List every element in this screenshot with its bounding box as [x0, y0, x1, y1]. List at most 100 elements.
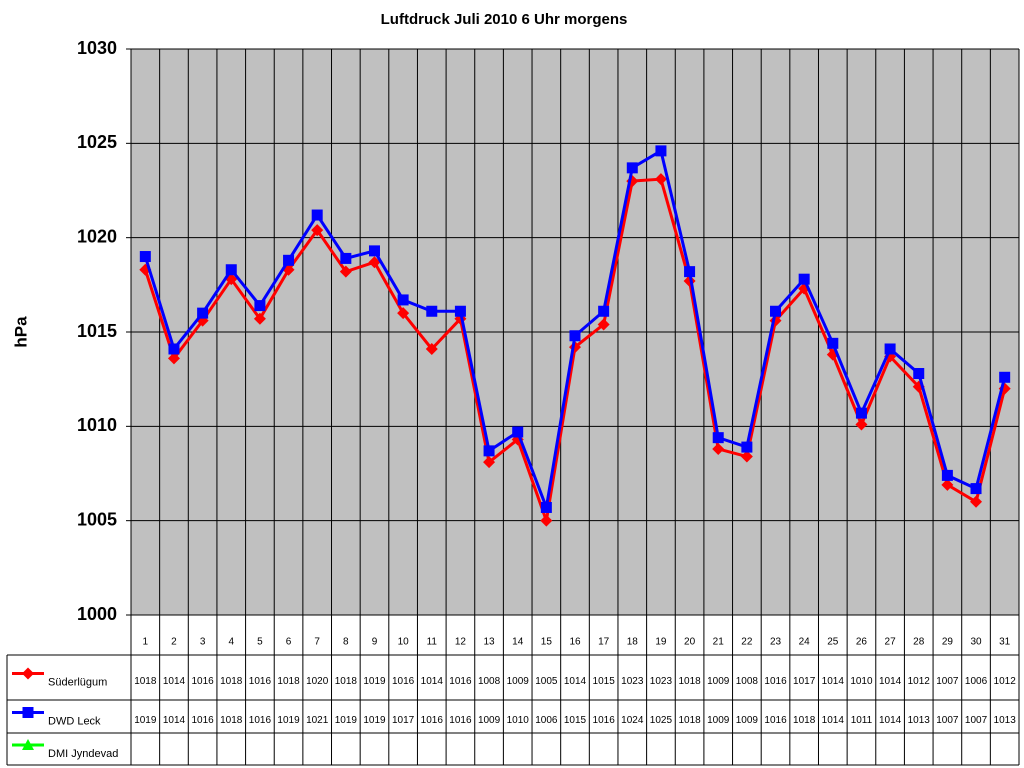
table-cell: 1012: [908, 676, 931, 687]
table-cell: 1008: [736, 676, 759, 687]
x-tick-label: 10: [398, 637, 410, 648]
table-cell: 1016: [249, 715, 272, 726]
marker: [311, 224, 324, 237]
table-cell: 1018: [220, 676, 243, 687]
table-cell: 1019: [363, 676, 386, 687]
table-cell: 1007: [936, 676, 959, 687]
marker: [540, 501, 552, 513]
x-tick-label: 4: [228, 637, 234, 648]
x-tick-label: 18: [627, 637, 639, 648]
marker: [597, 318, 610, 331]
marker: [941, 469, 953, 481]
marker: [770, 305, 782, 317]
table-cell: 1019: [335, 715, 358, 726]
marker: [684, 266, 696, 278]
table-cell: 1017: [392, 715, 415, 726]
table-cell: 1016: [249, 676, 272, 687]
table-cell: 1007: [965, 715, 988, 726]
x-tick-label: 22: [741, 637, 753, 648]
marker: [970, 495, 983, 508]
marker: [626, 162, 638, 174]
table-cell: 1025: [650, 715, 673, 726]
table-cell: 1014: [564, 676, 587, 687]
table-cell: 1006: [535, 715, 558, 726]
x-tick-label: 3: [200, 637, 206, 648]
marker: [283, 254, 295, 266]
marker: [884, 343, 896, 355]
marker: [397, 307, 410, 320]
table-cell: 1018: [678, 715, 701, 726]
x-tick-label: 31: [999, 637, 1011, 648]
y-tick-label: 1005: [77, 509, 117, 529]
marker: [712, 442, 725, 455]
x-tick-label: 29: [942, 637, 954, 648]
x-tick-label: 7: [314, 637, 320, 648]
marker: [397, 294, 409, 306]
x-tick-label: 14: [512, 637, 524, 648]
x-tick-label: 30: [970, 637, 982, 648]
table-cell: 1018: [134, 676, 157, 687]
table-cell: 1018: [335, 676, 358, 687]
table-cell: 1016: [764, 715, 787, 726]
x-tick-label: 28: [913, 637, 925, 648]
table-cell: 1024: [621, 715, 644, 726]
marker: [368, 245, 380, 257]
table-cell: 1013: [994, 715, 1017, 726]
table-cell: 1013: [908, 715, 931, 726]
marker: [654, 173, 667, 186]
x-tick-label: 24: [799, 637, 811, 648]
marker: [253, 312, 266, 325]
table-cell: 1023: [650, 676, 673, 687]
table-cell: 1015: [593, 676, 616, 687]
y-tick-label: 1000: [77, 604, 117, 624]
marker: [598, 305, 610, 317]
table-cell: 1018: [793, 715, 816, 726]
table-cell: 1018: [678, 676, 701, 687]
marker: [855, 407, 867, 419]
chart-title: Luftdruck Juli 2010 6 Uhr morgens: [381, 11, 628, 28]
marker: [740, 450, 753, 463]
table-cell: 1020: [306, 676, 329, 687]
marker: [168, 343, 180, 355]
table-cell: 1019: [134, 715, 157, 726]
x-tick-label: 15: [541, 637, 553, 648]
table-cell: 1009: [736, 715, 759, 726]
table-cell: 1005: [535, 676, 558, 687]
marker: [254, 300, 266, 312]
y-tick-label: 1025: [77, 132, 117, 152]
x-tick-label: 26: [856, 637, 868, 648]
table-cell: 1016: [449, 676, 472, 687]
table-cell: 1021: [306, 715, 329, 726]
marker: [655, 145, 667, 157]
table-cell: 1019: [277, 715, 300, 726]
table-cell: 1014: [822, 676, 845, 687]
marker: [311, 209, 323, 221]
legend-marker: [22, 739, 34, 750]
table-cell: 1008: [478, 676, 501, 687]
x-tick-label: 19: [655, 637, 667, 648]
marker: [999, 371, 1011, 383]
table-cell: 1006: [965, 676, 988, 687]
marker: [970, 483, 982, 495]
x-tick-label: 12: [455, 637, 467, 648]
y-tick-label: 1015: [77, 321, 117, 341]
marker: [139, 251, 151, 263]
table-cell: 1018: [277, 676, 300, 687]
x-tick-label: 6: [286, 637, 292, 648]
marker: [368, 256, 381, 269]
marker: [741, 441, 753, 453]
marker: [425, 342, 438, 355]
table-cell: 1016: [191, 715, 214, 726]
marker: [454, 305, 466, 317]
x-tick-label: 21: [713, 637, 725, 648]
x-tick-label: 20: [684, 637, 696, 648]
legend-marker: [22, 707, 34, 718]
table-cell: 1016: [191, 676, 214, 687]
table-cell: 1016: [449, 715, 472, 726]
table-cell: 1014: [163, 715, 186, 726]
table-cell: 1011: [851, 715, 873, 726]
marker: [167, 352, 180, 365]
table-cell: 1015: [564, 715, 587, 726]
marker: [340, 252, 352, 264]
